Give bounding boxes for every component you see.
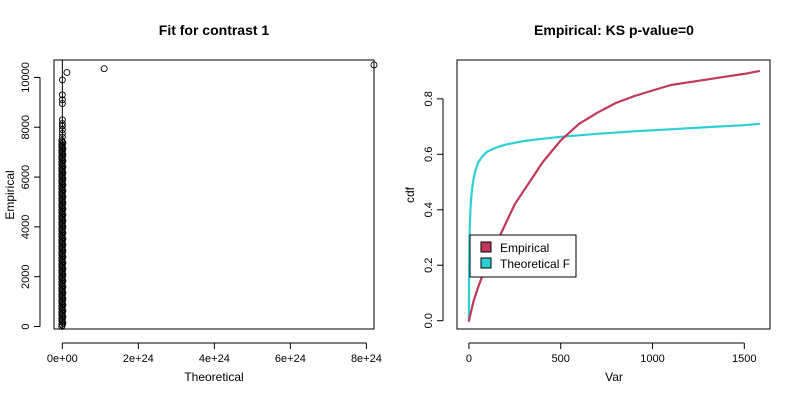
left-panel-y-label: Empirical: [3, 170, 17, 219]
scatter-point: [370, 61, 378, 69]
right-panel: Empirical: KS p-value=0 Var cdf 0 500 1000…: [403, 22, 771, 384]
left-panel-y-tick-label: 10000: [20, 62, 32, 93]
legend-swatch-empirical: [480, 241, 492, 253]
left-panel-title: Fit for contrast 1: [159, 22, 270, 38]
left-panel-x-tick-label: 6e+24: [275, 353, 306, 365]
left-panel-x-tick-label: 8e+24: [351, 353, 382, 365]
right-panel-plot-box: [456, 59, 771, 330]
right-panel-y-tick-label: 0.2: [423, 258, 435, 273]
left-panel-x-tick-label: 0e+00: [47, 353, 78, 365]
left-panel-y-tick-label: 8000: [20, 115, 32, 139]
right-panel-x-label: Var: [605, 370, 623, 384]
right-panel-y-label: cdf: [403, 186, 417, 203]
right-panel-marks: [467, 69, 761, 322]
left-panel-x-label: Theoretical: [184, 370, 243, 384]
right-panel-y-tick-label: 0.4: [423, 202, 435, 217]
right-panel-x-tick-label: 500: [552, 353, 570, 365]
scatter-point: [58, 76, 66, 84]
left-panel-y-tick-label: 0: [20, 323, 32, 329]
legend: Empirical Theoretical F: [469, 234, 577, 278]
scatter-point: [58, 100, 66, 108]
right-panel-x-tick-label: 1500: [732, 353, 756, 365]
left-panel-axes: 0e+00 2e+24 4e+24 6e+24 8e+24 0 2000 4000 6000 80…: [20, 62, 382, 365]
scatter-point: [58, 133, 66, 141]
left-panel-marks: [58, 60, 378, 330]
right-panel-y-tick-label: 0.0: [423, 313, 435, 328]
left-panel-y-tick-label: 4000: [20, 215, 32, 239]
left-panel: Fit for contrast 1 Theoretical Empirical…: [3, 22, 382, 384]
scatter-point: [58, 130, 66, 137]
right-panel-x-tick-label: 1000: [640, 353, 664, 365]
right-panel-axes: 0 500 1000 1500 0.0 0.2 0.4 0.6 0.8: [423, 91, 757, 365]
series-line-empirical: [467, 69, 761, 322]
left-panel-y-tick-label: 2000: [20, 264, 32, 288]
cluster-point: [58, 138, 66, 146]
right-panel-y-tick-label: 0.8: [423, 91, 435, 106]
legend-label-empirical: Empirical: [500, 241, 549, 255]
left-panel-plot-box: [53, 59, 375, 330]
scatter-point: [63, 69, 71, 76]
cluster-point: [58, 137, 66, 144]
scatter-point: [58, 96, 66, 104]
legend-label-theoretical: Theoretical F: [500, 257, 570, 271]
legend-swatch-theoretical: [480, 257, 492, 269]
scatter-point: [58, 91, 66, 99]
scatter-point: [58, 116, 66, 124]
right-panel-x-tick-label: 0: [466, 353, 472, 365]
left-panel-x-tick-label: 4e+24: [199, 353, 230, 365]
right-panel-title: Empirical: KS p-value=0: [534, 22, 694, 38]
scatter-point: [100, 65, 108, 73]
scatter-point: [58, 120, 66, 127]
left-panel-y-tick-label: 6000: [20, 165, 32, 189]
series-line-theoretical: [467, 122, 761, 322]
left-panel-x-tick-label: 2e+24: [123, 353, 154, 365]
right-panel-y-tick-label: 0.6: [423, 147, 435, 162]
